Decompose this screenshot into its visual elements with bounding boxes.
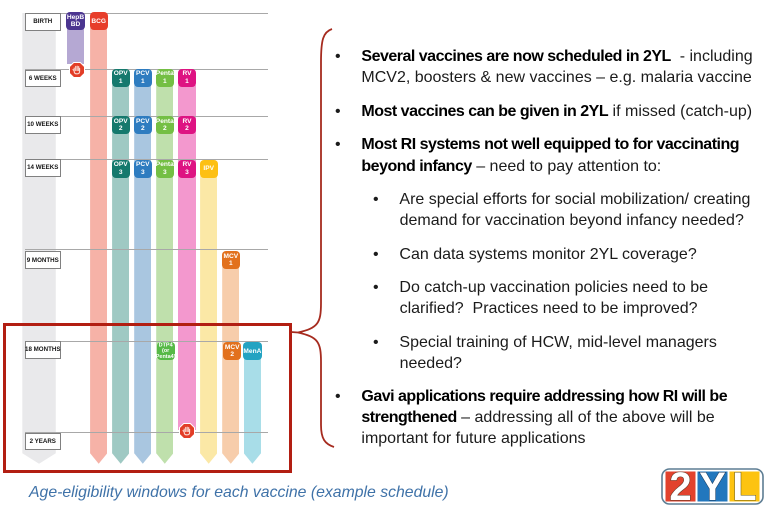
svg-text:Y: Y [699, 468, 726, 505]
svg-text:2: 2 [669, 468, 691, 505]
svg-text:L: L [732, 468, 756, 505]
